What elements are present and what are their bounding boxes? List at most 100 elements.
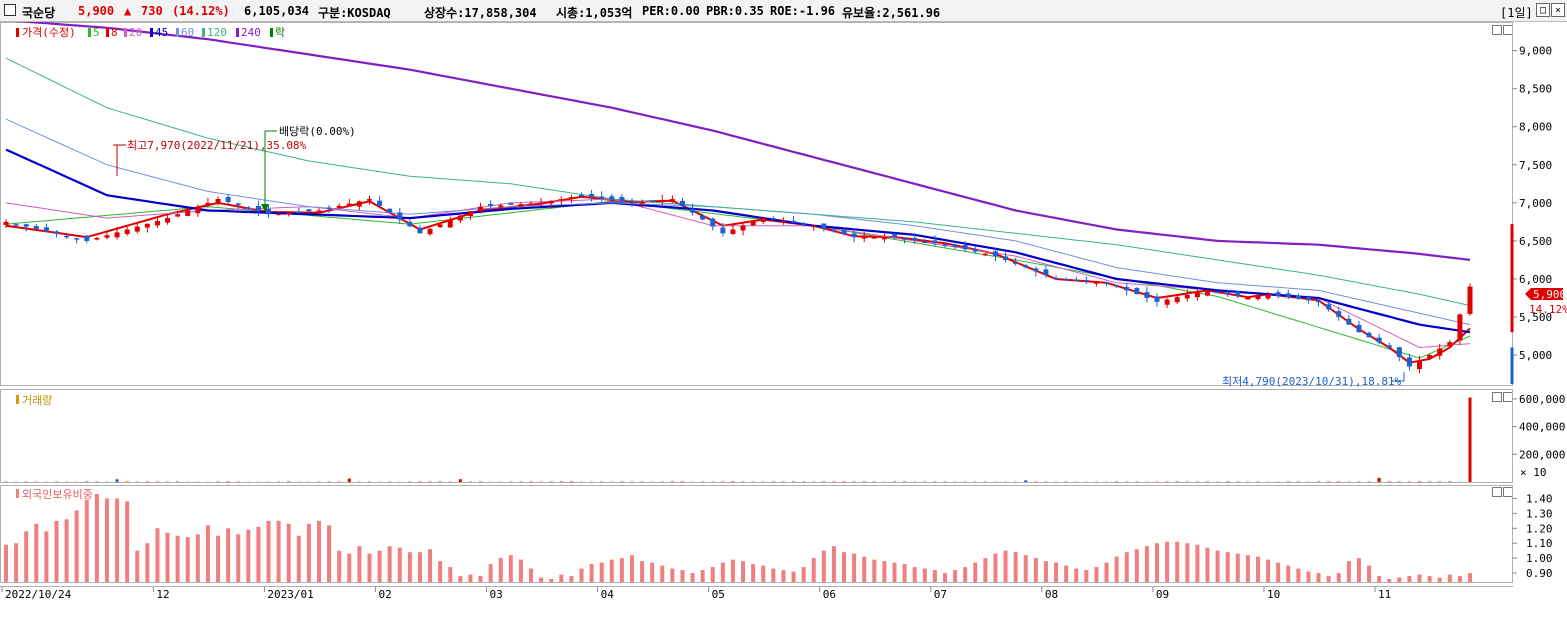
foreign-ratio-bar bbox=[1043, 561, 1048, 582]
volume-bar bbox=[1397, 481, 1401, 482]
foreign-ratio-bar bbox=[852, 553, 857, 582]
last-price-label: 5,900 bbox=[1533, 288, 1566, 301]
volume-bar bbox=[1448, 481, 1452, 482]
candle bbox=[891, 232, 897, 239]
candle bbox=[1245, 297, 1251, 300]
x-axis-tick-label: 2022/10/24 bbox=[5, 588, 72, 601]
foreign-axis-tick-label: 1.20 bbox=[1526, 522, 1553, 535]
legend-ma-label: 20 bbox=[129, 26, 142, 39]
volume-bar bbox=[549, 481, 553, 482]
volume-pane-minimize-button[interactable] bbox=[1492, 392, 1502, 402]
candle bbox=[3, 219, 9, 228]
ma-20-line bbox=[5, 198, 1471, 349]
stock-chart[interactable]: 5,000 5,500 6,000 6,500 7,000 7,500 8,000 8,500… bbox=[0, 22, 1567, 630]
candle bbox=[528, 201, 534, 206]
candle bbox=[649, 200, 655, 203]
candle bbox=[346, 198, 352, 206]
price-axis-tick-label: 5,000 bbox=[1519, 349, 1552, 362]
candle bbox=[377, 196, 383, 207]
x-axis-tick-label: 04 bbox=[601, 588, 615, 601]
foreign-ratio-bar bbox=[650, 562, 655, 582]
candle bbox=[750, 221, 756, 227]
foreign-ratio-bar bbox=[942, 573, 947, 582]
candle bbox=[700, 213, 706, 221]
foreign-ratio-bar bbox=[801, 567, 806, 582]
low-price-text: 최저4,790(2023/10/31),18.81% bbox=[1222, 375, 1402, 388]
foreign-ratio-bar bbox=[821, 550, 826, 582]
price-pane-minimize-button[interactable] bbox=[1492, 25, 1502, 35]
volume-bar bbox=[903, 481, 907, 482]
volume-bar bbox=[347, 478, 351, 482]
candle bbox=[1437, 343, 1443, 360]
candle bbox=[639, 199, 645, 208]
foreign-ratio-bar bbox=[1407, 576, 1412, 582]
candle bbox=[94, 237, 100, 241]
foreign-ratio-bar bbox=[407, 552, 412, 582]
volume-bar bbox=[176, 481, 180, 482]
foreign-ratio-bar bbox=[1427, 576, 1432, 582]
ma-240-line bbox=[14, 22, 1471, 261]
foreign-ratio-bar bbox=[1033, 558, 1038, 582]
foreign-ratio-bar bbox=[195, 534, 200, 582]
foreign-ratio-bar bbox=[438, 561, 443, 582]
high-price-text: 최고7,970(2022/11/21),35.08% bbox=[127, 139, 307, 152]
candle bbox=[1225, 289, 1231, 298]
stock-name[interactable]: 국순당 bbox=[22, 6, 56, 20]
candle bbox=[1285, 289, 1291, 300]
select-checkbox[interactable] bbox=[4, 4, 16, 16]
foreign-ratio-bar bbox=[448, 567, 453, 582]
price-axis-tick-label: 7,500 bbox=[1519, 159, 1552, 172]
candle bbox=[912, 233, 918, 244]
foreign-ratio-bar bbox=[539, 577, 544, 582]
foreign-pane-minimize-button[interactable] bbox=[1492, 487, 1502, 497]
legend-ma-label: 5 bbox=[93, 26, 100, 39]
candle bbox=[538, 198, 544, 207]
candle bbox=[225, 194, 231, 205]
candle bbox=[982, 253, 988, 257]
trading-volume: 6,105,034 bbox=[244, 4, 310, 18]
candle bbox=[811, 225, 817, 231]
candle bbox=[417, 225, 423, 234]
volume-bar bbox=[529, 481, 533, 482]
foreign-ratio-bar bbox=[216, 535, 221, 582]
foreign-ratio-bar bbox=[185, 537, 190, 582]
volume-bar bbox=[822, 481, 826, 482]
close-button[interactable]: × bbox=[1551, 3, 1565, 17]
foreign-ratio-bar bbox=[1175, 541, 1180, 582]
candle bbox=[679, 198, 685, 208]
volume-bar bbox=[1337, 481, 1341, 482]
candle bbox=[780, 217, 786, 225]
restore-button[interactable]: □ bbox=[1536, 3, 1550, 17]
foreign-ratio-bar bbox=[417, 552, 422, 582]
candle bbox=[1204, 289, 1210, 297]
foreign-axis-tick-label: 1.40 bbox=[1526, 492, 1553, 505]
foreign-ratio-bar bbox=[1195, 544, 1200, 582]
foreign-ratio-bar bbox=[135, 550, 140, 582]
foreign-ratio-bar bbox=[811, 558, 816, 582]
foreign-ratio-bar bbox=[468, 574, 473, 582]
period-label[interactable]: [1일] bbox=[1500, 6, 1533, 20]
x-axis-tick-label: 2023/01 bbox=[267, 588, 313, 601]
foreign-ratio-bar bbox=[155, 528, 160, 582]
volume-axis-tick-label: 600,000 bbox=[1519, 393, 1565, 406]
price-axis-tick-label: 6,500 bbox=[1519, 235, 1552, 248]
volume-bar bbox=[1165, 481, 1169, 482]
foreign-ratio-bar bbox=[1205, 547, 1210, 582]
foreign-ratio-bar bbox=[1266, 559, 1271, 582]
foreign-ratio-bar bbox=[246, 529, 251, 582]
foreign-ratio-bar bbox=[286, 523, 291, 582]
price-axis-tick-label: 6,000 bbox=[1519, 273, 1552, 286]
foreign-ratio-bar bbox=[104, 498, 109, 582]
foreign-ratio-bar bbox=[791, 571, 796, 582]
foreign-ratio-bar bbox=[599, 562, 604, 582]
foreign-ratio-bar bbox=[1326, 576, 1331, 582]
volume-bar bbox=[1327, 481, 1331, 482]
candle bbox=[1144, 286, 1150, 303]
foreign-ratio-bar bbox=[1054, 562, 1059, 582]
foreign-ratio-bar bbox=[1094, 567, 1099, 582]
candle bbox=[1043, 266, 1049, 279]
foreign-ratio-bar bbox=[640, 561, 645, 582]
candle bbox=[1194, 289, 1200, 301]
price-axis-tick-label: 8,000 bbox=[1519, 121, 1552, 134]
foreign-ratio-bar bbox=[831, 546, 836, 582]
